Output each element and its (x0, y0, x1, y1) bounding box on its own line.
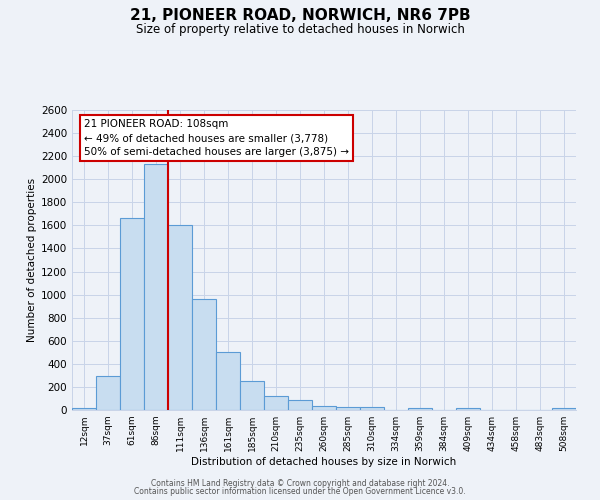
Bar (360, 407, 384, 410)
Bar (408, 408, 432, 410)
Text: 21, PIONEER ROAD, NORWICH, NR6 7PB: 21, PIONEER ROAD, NORWICH, NR6 7PB (130, 8, 470, 22)
Bar (264, 396, 288, 410)
Bar (312, 406, 336, 410)
Bar (144, 164, 168, 410)
Bar (72, 408, 96, 410)
Bar (192, 299, 216, 410)
Y-axis label: Number of detached properties: Number of detached properties (27, 178, 37, 342)
Bar (552, 408, 576, 410)
Bar (336, 407, 360, 410)
Bar (240, 381, 264, 410)
Bar (456, 408, 480, 410)
Bar (288, 400, 312, 410)
Bar (96, 376, 120, 410)
Bar (168, 226, 192, 410)
Text: 21 PIONEER ROAD: 108sqm
← 49% of detached houses are smaller (3,778)
50% of semi: 21 PIONEER ROAD: 108sqm ← 49% of detache… (84, 119, 349, 157)
Text: Size of property relative to detached houses in Norwich: Size of property relative to detached ho… (136, 22, 464, 36)
Bar (216, 352, 240, 410)
Text: Contains public sector information licensed under the Open Government Licence v3: Contains public sector information licen… (134, 487, 466, 496)
Text: Contains HM Land Registry data © Crown copyright and database right 2024.: Contains HM Land Registry data © Crown c… (151, 478, 449, 488)
X-axis label: Distribution of detached houses by size in Norwich: Distribution of detached houses by size … (191, 457, 457, 467)
Bar (120, 218, 144, 410)
